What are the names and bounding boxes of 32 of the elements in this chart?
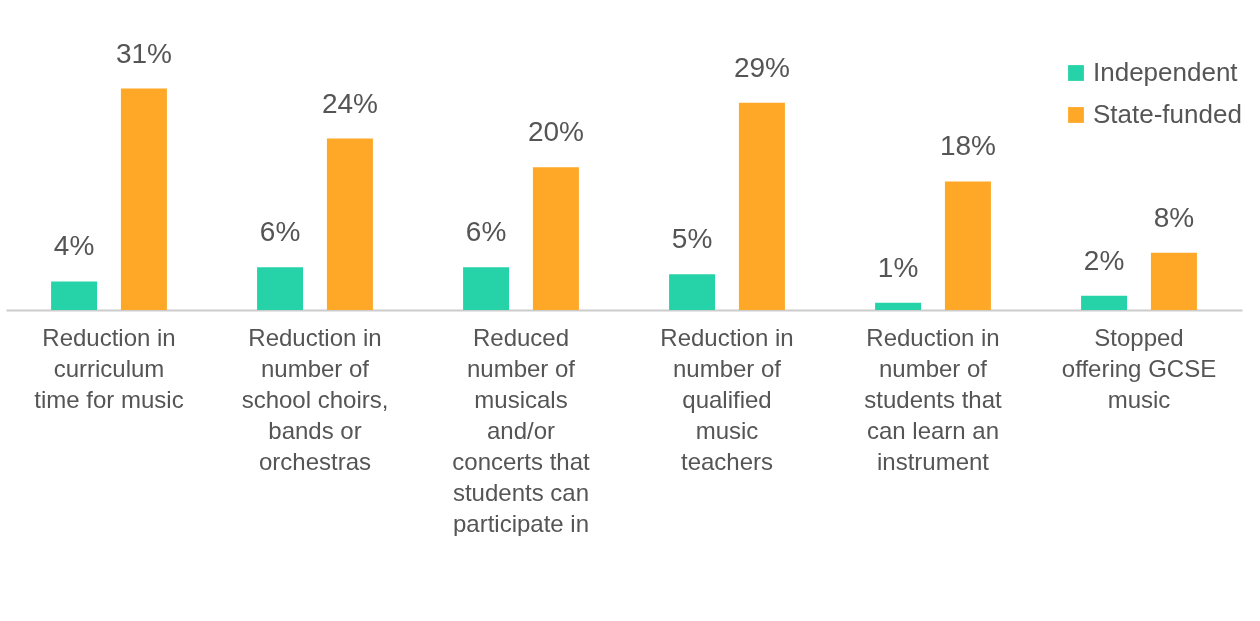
data-label: 31% <box>115 37 172 69</box>
data-label: 8% <box>1153 201 1195 233</box>
bar <box>51 281 98 310</box>
bar <box>1150 252 1197 310</box>
data-label: 29% <box>733 51 790 83</box>
x-tick-label: Reduction in number of qualified music teachers <box>660 323 794 475</box>
x-tick-label: Stopped offering GCSE music <box>1061 323 1217 413</box>
data-label: 20% <box>527 116 584 148</box>
legend-label: State-funded <box>1093 99 1242 129</box>
bar <box>944 181 991 310</box>
data-label: 18% <box>939 130 996 162</box>
data-label: 2% <box>1083 244 1125 276</box>
data-label: 24% <box>321 87 378 119</box>
bar <box>669 274 716 310</box>
data-label: 5% <box>671 223 713 255</box>
x-tick-label: Reduction in number of school choirs, bands or orchestras <box>241 323 389 475</box>
legend-label: Independent <box>1093 57 1239 87</box>
bar <box>532 167 579 310</box>
data-label: 6% <box>465 216 507 248</box>
bar <box>257 267 304 310</box>
x-tick-label: Reduced number of musicals and/or concerts that students can participate in <box>452 323 591 537</box>
x-tick-label: Reduction in number of students that can learn an instrument <box>864 323 1003 475</box>
bar <box>326 138 373 310</box>
data-label: 4% <box>53 230 95 262</box>
data-label: 1% <box>877 251 919 283</box>
bar <box>463 267 510 310</box>
data-label: 6% <box>259 216 301 248</box>
x-tick-label: Reduction in curriculum time for music <box>34 323 184 413</box>
bar <box>738 102 785 310</box>
bar <box>1081 295 1128 310</box>
bar <box>120 88 167 310</box>
bar <box>875 302 922 310</box>
